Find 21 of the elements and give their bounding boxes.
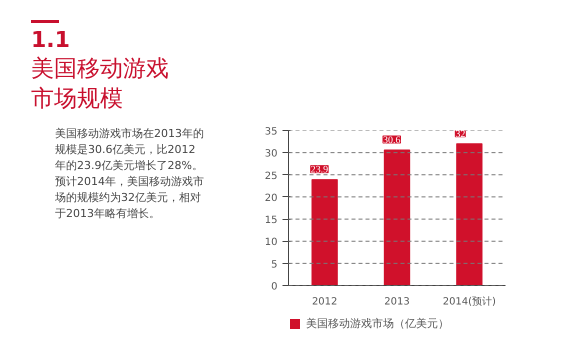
y-tick-label: 15 (264, 215, 278, 226)
bar (456, 143, 482, 286)
y-tick-label: 5 (271, 259, 278, 270)
text: 1.1 美国移动游戏市场规模 (31, 28, 169, 112)
bar (384, 149, 410, 286)
bar (312, 179, 338, 286)
legend-label: 美国移动游戏市场（亿美元） (306, 316, 449, 330)
legend: 美国移动游戏市场（亿美元） (0, 315, 461, 332)
data-label: 30.6 (383, 134, 400, 146)
text: 美国移动游戏市场在2013年的规模是30.6亿美元，比2012年的23.9亿美元增长了28%。预计2014年，美国移动游戏市场的规模约为32亿美元，相对于2013年略有增长。 (55, 127, 204, 220)
x-tick-label: 2013 (384, 296, 410, 308)
y-tick-label: 10 (264, 237, 278, 248)
y-tick-label: 30 (264, 148, 278, 160)
y-tick-label: 20 (264, 192, 278, 204)
x-tick-label: 2014(预计) (442, 296, 496, 308)
data-label: 23.9 (310, 164, 328, 176)
y-tick-label: 0 (271, 282, 278, 292)
x-tick-label: 2012 (312, 296, 338, 308)
y-tick-label: 35 (264, 126, 278, 138)
y-tick-label: 25 (264, 170, 278, 182)
data-label: 32 (455, 128, 466, 140)
